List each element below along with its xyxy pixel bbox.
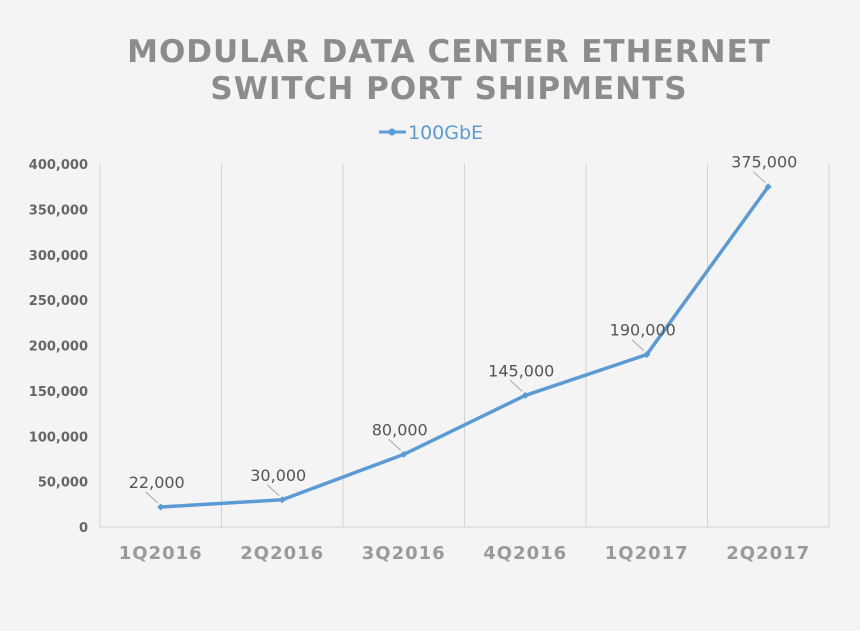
data-label: 30,000 [250,466,306,485]
data-point [643,351,651,359]
y-tick-label: 350,000 [29,203,88,218]
data-point [521,391,529,399]
data-labels: 22,000 30,000 80,000 145,000 190,000 375,000 [129,153,797,504]
data-label-leader [145,491,159,504]
y-tick-label: 200,000 [29,340,88,355]
series [157,183,772,511]
y-tick-label: 150,000 [29,385,88,400]
data-point [157,503,165,511]
data-label: 80,000 [372,420,428,439]
y-tick-label: 100,000 [29,430,88,445]
y-tick-label: 250,000 [29,294,88,309]
x-tick-label: 3Q2016 [362,543,446,564]
data-label-leader [631,339,645,351]
data-label: 375,000 [731,153,797,172]
chart-title-line-1: MODULAR DATA CENTER ETHERNET [127,34,771,70]
legend-label: 100GbE [408,122,483,144]
y-tick-label: 50,000 [38,476,88,491]
x-axis-ticks: 1Q2016 2Q2016 3Q2016 4Q2016 1Q2017 2Q2017 [119,543,810,564]
data-point [764,183,772,191]
series-line [160,185,770,509]
x-tick-label: 4Q2016 [483,543,567,564]
data-label-leader [266,484,280,497]
data-point [400,450,408,458]
data-label-leader [752,171,766,184]
data-label: 145,000 [488,361,554,380]
data-label-leader [388,439,402,451]
axes [99,164,829,528]
x-tick-label: 1Q2017 [605,543,689,564]
x-tick-label: 1Q2016 [119,543,203,564]
legend: 100GbE [379,122,483,144]
grid [221,164,830,527]
y-tick-label: 300,000 [29,249,88,264]
data-label-leader [509,380,523,392]
x-tick-label: 2Q2017 [726,543,810,564]
y-axis-ticks: 0 50,000 100,000 150,000 200,000 250,000 300,0… [29,158,88,536]
legend-point-marker [388,128,396,136]
y-tick-label: 0 [79,521,88,536]
data-label: 190,000 [610,321,676,340]
data-point [278,496,286,504]
y-tick-label: 400,000 [29,158,88,173]
data-label: 22,000 [129,473,185,492]
chart-title-line-2: SWITCH PORT SHIPMENTS [210,71,687,107]
x-tick-label: 2Q2016 [240,543,324,564]
